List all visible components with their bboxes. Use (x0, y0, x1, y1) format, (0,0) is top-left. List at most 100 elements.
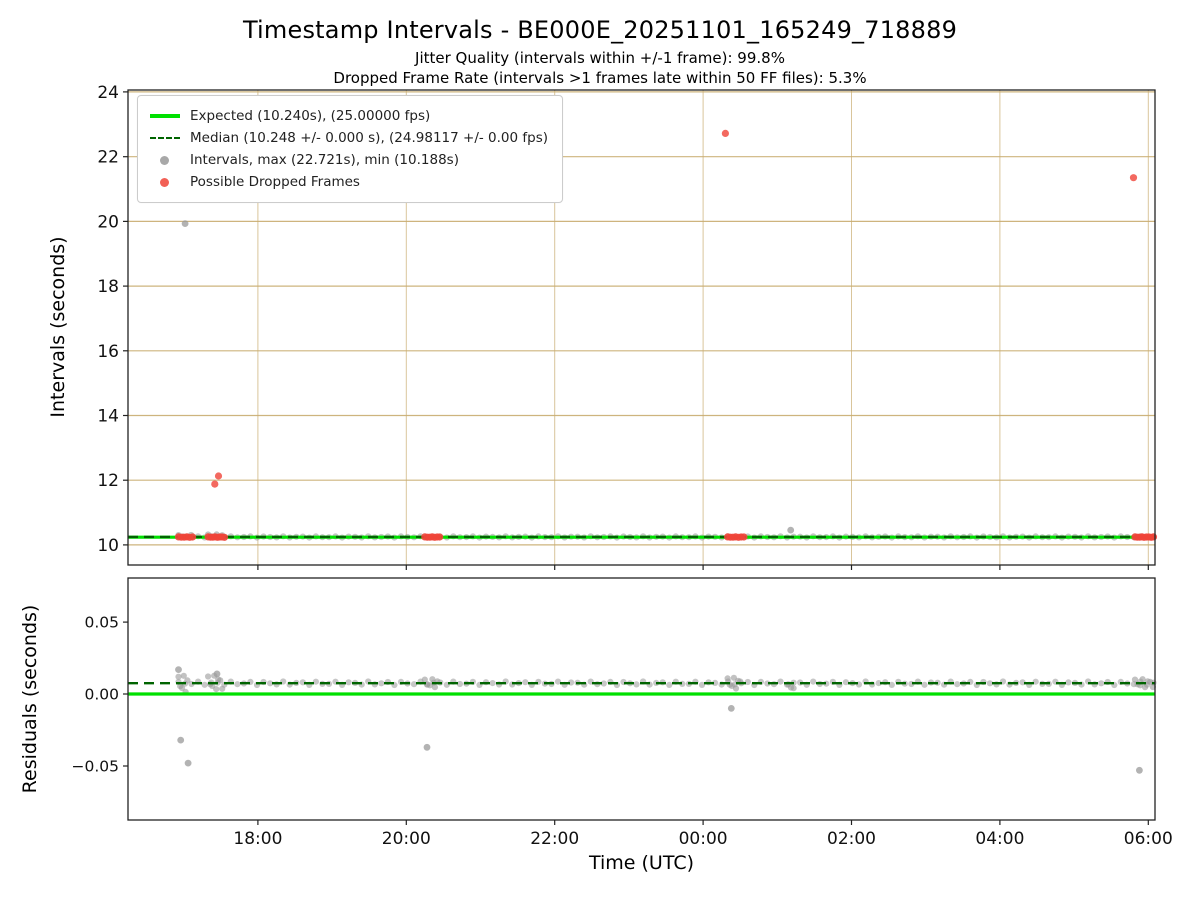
interval-point (1147, 678, 1154, 686)
interval-point (219, 685, 226, 692)
interval-point (181, 220, 189, 228)
legend-label: Intervals, max (22.721s), min (10.188s) (190, 152, 459, 168)
interval-point (600, 680, 607, 687)
interval-point (732, 685, 740, 692)
legend-entry: Median (10.248 +/- 0.000 s), (24.98117 +… (150, 127, 548, 149)
interval-point (744, 678, 751, 686)
x-tick-label: 18:00 (233, 829, 282, 849)
interval-point (522, 679, 529, 686)
x-tick-label: 20:00 (382, 829, 431, 849)
interval-point (426, 682, 433, 689)
interval-point (489, 680, 496, 687)
interval-point (410, 681, 418, 688)
interval-point (727, 705, 735, 712)
y-tick-label: −0.05 (72, 758, 120, 776)
time-axis-label: Time (UTC) (588, 852, 695, 874)
interval-point (178, 684, 186, 692)
y-tick-label: 24 (97, 83, 119, 103)
dropped-frame-point (1149, 533, 1158, 541)
chart-title: Timestamp Intervals - BE000E_20251101_16… (242, 16, 958, 44)
interval-point (312, 678, 319, 685)
dropped-frame-point (189, 533, 197, 541)
legend-label: Median (10.248 +/- 0.000 s), (24.98117 +… (190, 130, 549, 146)
interval-point (180, 672, 187, 679)
y-tick-label: 20 (97, 212, 119, 232)
legend-intervals-dot-marker (160, 155, 169, 165)
dropped-frame-point (214, 472, 223, 480)
y-tick-label: 22 (97, 148, 119, 168)
interval-point (986, 680, 994, 687)
intervals-axis-label: Intervals (seconds) (47, 236, 69, 418)
dropped-frame-point (211, 480, 219, 488)
interval-point (1065, 679, 1072, 686)
dropped-frame-rate-subtitle: Dropped Frame Rate (intervals >1 frames … (333, 69, 867, 87)
interval-point (456, 680, 463, 688)
interval-point (213, 670, 221, 678)
interval-point (205, 673, 212, 680)
interval-point (633, 681, 640, 688)
interval-point (810, 678, 817, 685)
interval-point (764, 680, 771, 687)
interval-point (1032, 678, 1039, 685)
interval-point (201, 681, 208, 688)
interval-point (1098, 680, 1105, 687)
legend-entry: Expected (10.240s), (25.00000 fps) (150, 105, 548, 127)
interval-point (175, 666, 182, 673)
dropped-frame-point (1129, 174, 1138, 182)
legend-entry: Intervals, max (22.721s), min (10.188s) (150, 149, 548, 171)
y-tick-label: 0.05 (84, 614, 119, 632)
interval-point (787, 526, 795, 534)
interval-point (184, 759, 192, 767)
dropped-frame-point (740, 533, 748, 541)
jitter-quality-subtitle: Jitter Quality (intervals within +/-1 fr… (415, 49, 785, 67)
legend-expected-line-marker (150, 114, 180, 118)
dropped-frame-point (721, 129, 730, 137)
x-tick-label: 22:00 (530, 829, 579, 849)
axes-border (127, 89, 1156, 566)
interval-point (234, 681, 241, 688)
residuals-axis-label: Residuals (seconds) (19, 604, 41, 794)
interval-point (790, 685, 797, 692)
interval-point (267, 680, 274, 687)
interval-point (345, 679, 352, 686)
interval-point (1139, 676, 1146, 683)
legend-entry: Possible Dropped Frames (150, 171, 548, 193)
x-tick-label: 00:00 (679, 829, 728, 849)
y-tick-label: 0.00 (84, 686, 119, 704)
interval-point (423, 743, 431, 751)
x-tick-label: 02:00 (827, 829, 876, 849)
interval-point (777, 678, 784, 685)
interval-point (175, 673, 182, 680)
interval-point (724, 675, 731, 682)
axes-border (127, 577, 1156, 821)
interval-point (698, 681, 706, 689)
interval-point (921, 681, 928, 688)
legend-dropped-dot-marker (160, 177, 169, 187)
interval-point (213, 686, 220, 693)
interval-point (1142, 684, 1149, 691)
interval-point (888, 681, 895, 689)
interval-point (177, 736, 185, 744)
interval-point (184, 677, 191, 684)
x-tick-label: 06:00 (1124, 829, 1173, 849)
interval-point (378, 680, 385, 687)
interval-point (421, 676, 428, 683)
legend: Expected (10.240s), (25.00000 fps) Median… (137, 95, 564, 203)
y-tick-label: 16 (97, 342, 119, 362)
interval-point (217, 677, 224, 684)
interval-point (554, 678, 562, 685)
interval-point (431, 684, 438, 691)
interval-point (842, 679, 850, 686)
y-tick-label: 18 (97, 277, 119, 297)
y-tick-label: 10 (97, 536, 119, 556)
y-tick-label: 14 (97, 407, 119, 427)
dropped-frame-point (436, 533, 444, 541)
interval-point (429, 676, 436, 683)
legend-median-dashed-marker (150, 137, 180, 139)
interval-point (712, 679, 719, 687)
y-tick-label: 12 (97, 471, 119, 491)
x-tick-label: 04:00 (975, 829, 1024, 849)
legend-label: Expected (10.240s), (25.00000 fps) (190, 108, 431, 124)
